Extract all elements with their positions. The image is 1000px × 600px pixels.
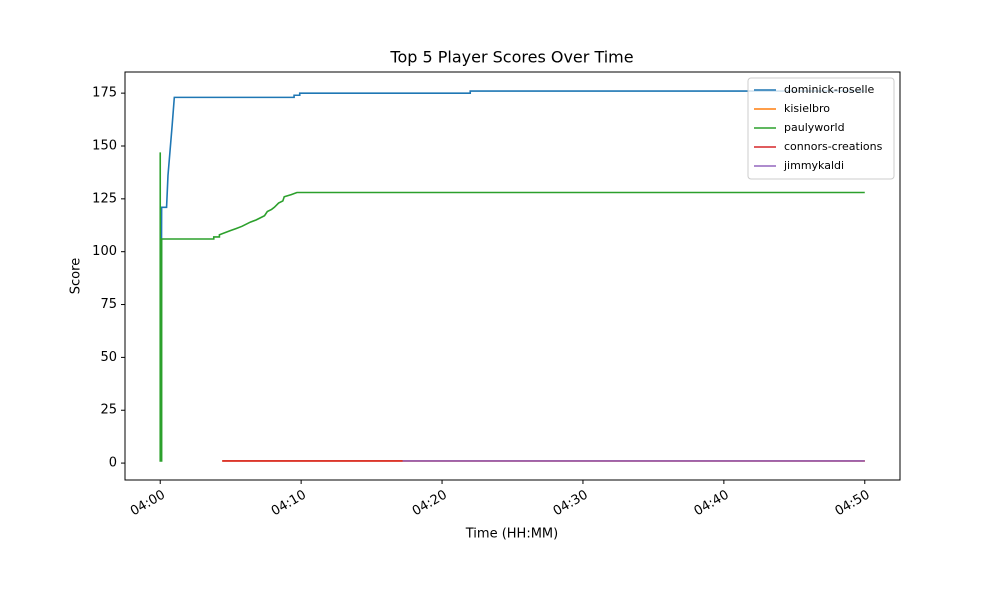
y-tick-label: 25 bbox=[100, 403, 117, 418]
series-line bbox=[159, 152, 865, 462]
legend-label: jimmykaldi bbox=[783, 159, 844, 172]
legend-label: paulyworld bbox=[784, 121, 845, 134]
y-tick-label: 125 bbox=[92, 191, 117, 206]
y-tick-label: 175 bbox=[92, 86, 117, 101]
y-tick-label: 50 bbox=[100, 350, 117, 365]
y-tick-label: 75 bbox=[100, 297, 117, 312]
series-line bbox=[160, 90, 865, 411]
y-tick-label: 100 bbox=[92, 244, 117, 259]
y-tick-label: 0 bbox=[109, 456, 117, 471]
y-axis-label: Score bbox=[69, 258, 84, 294]
plot-lines bbox=[159, 90, 865, 462]
legend-label: kisielbro bbox=[784, 102, 830, 115]
legend-box bbox=[747, 77, 895, 180]
legend: dominick-roselle kisielbro paulyworld conno… bbox=[747, 77, 895, 180]
y-tick-label: 150 bbox=[92, 138, 117, 153]
axes-frame bbox=[124, 71, 901, 481]
chart-title: Top 5 Player Scores Over Time bbox=[389, 48, 633, 67]
legend-label: dominick-roselle bbox=[784, 83, 875, 96]
x-axis-label: Time (HH:MM) bbox=[465, 527, 558, 542]
legend-label: connors-creations bbox=[784, 140, 883, 153]
